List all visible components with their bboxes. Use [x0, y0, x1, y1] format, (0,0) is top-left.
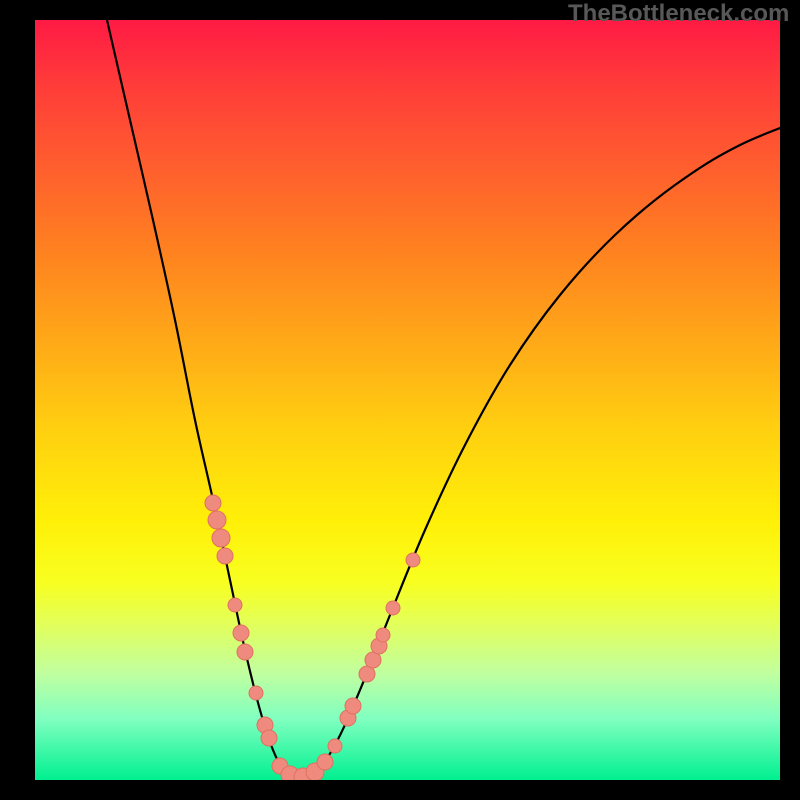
data-marker	[328, 739, 342, 753]
data-marker	[249, 686, 263, 700]
chart-frame: TheBottleneck.com	[0, 0, 800, 800]
data-marker	[376, 628, 390, 642]
data-marker	[205, 495, 221, 511]
data-marker	[317, 754, 333, 770]
data-marker	[386, 601, 400, 615]
watermark-text: TheBottleneck.com	[568, 0, 789, 28]
chart-svg-layer	[0, 0, 800, 800]
data-marker	[208, 511, 226, 529]
data-marker	[237, 644, 253, 660]
data-marker	[345, 698, 361, 714]
data-marker	[233, 625, 249, 641]
data-marker	[212, 529, 230, 547]
data-marker	[406, 553, 420, 567]
data-marker	[228, 598, 242, 612]
data-marker	[261, 730, 277, 746]
data-marker	[217, 548, 233, 564]
bottleneck-curve	[107, 20, 800, 778]
